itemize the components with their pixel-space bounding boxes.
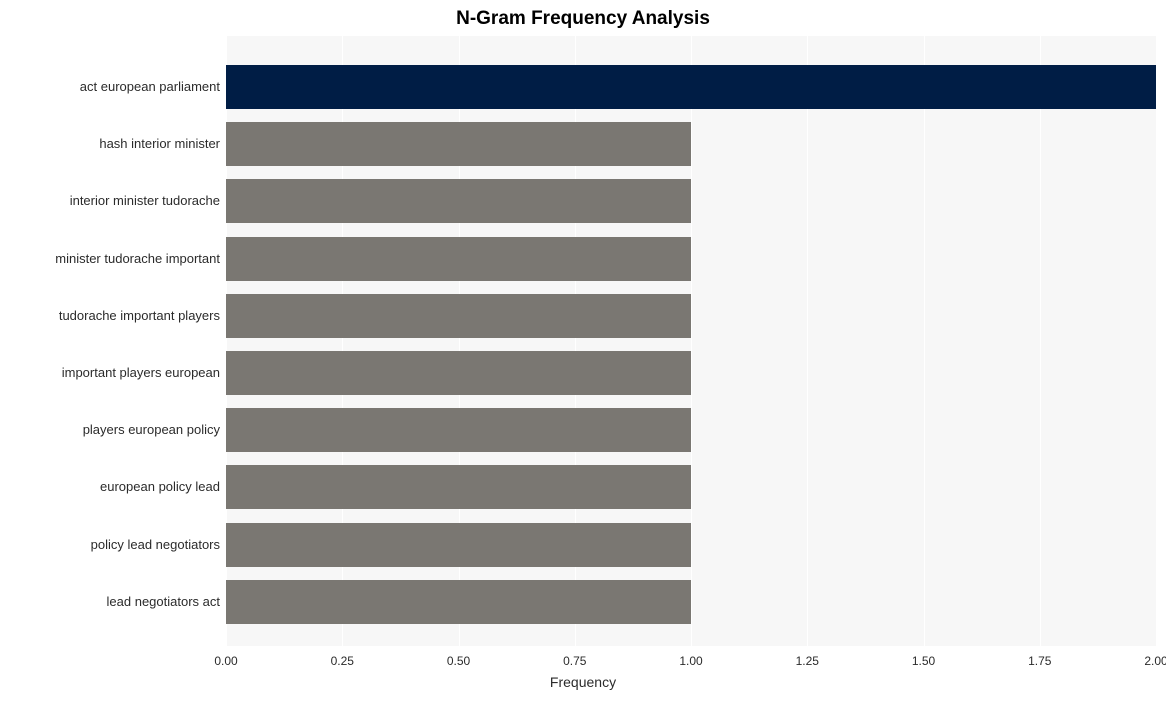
- x-tick-label: 0.00: [214, 654, 237, 668]
- y-tick-label: hash interior minister: [4, 122, 220, 166]
- bar: [226, 65, 1156, 109]
- y-tick-label: players european policy: [4, 408, 220, 452]
- y-tick-label: policy lead negotiators: [4, 523, 220, 567]
- x-tick-label: 0.25: [331, 654, 354, 668]
- y-tick-label: tudorache important players: [4, 294, 220, 338]
- bar: [226, 408, 691, 452]
- y-tick-label: european policy lead: [4, 465, 220, 509]
- plot-area: [226, 36, 1156, 646]
- gridline: [924, 36, 925, 646]
- x-tick-label: 1.00: [679, 654, 702, 668]
- gridline: [807, 36, 808, 646]
- x-tick-label: 0.50: [447, 654, 470, 668]
- bar: [226, 580, 691, 624]
- y-tick-label: important players european: [4, 351, 220, 395]
- bar: [226, 465, 691, 509]
- bar: [226, 237, 691, 281]
- gridline: [1040, 36, 1041, 646]
- x-tick-label: 1.25: [796, 654, 819, 668]
- x-tick-label: 1.50: [912, 654, 935, 668]
- bar: [226, 294, 691, 338]
- gridline: [691, 36, 692, 646]
- x-axis-label: Frequency: [0, 674, 1166, 690]
- y-tick-label: interior minister tudorache: [4, 179, 220, 223]
- y-tick-label: minister tudorache important: [4, 237, 220, 281]
- y-tick-label: act european parliament: [4, 65, 220, 109]
- bar: [226, 351, 691, 395]
- x-tick-label: 2.00: [1144, 654, 1166, 668]
- bar: [226, 122, 691, 166]
- bar: [226, 523, 691, 567]
- x-tick-label: 0.75: [563, 654, 586, 668]
- chart-title: N-Gram Frequency Analysis: [0, 8, 1166, 30]
- bar: [226, 179, 691, 223]
- y-tick-label: lead negotiators act: [4, 580, 220, 624]
- ngram-chart: N-Gram Frequency Analysis Frequency 0.00…: [0, 0, 1166, 701]
- gridline: [1156, 36, 1157, 646]
- x-tick-label: 1.75: [1028, 654, 1051, 668]
